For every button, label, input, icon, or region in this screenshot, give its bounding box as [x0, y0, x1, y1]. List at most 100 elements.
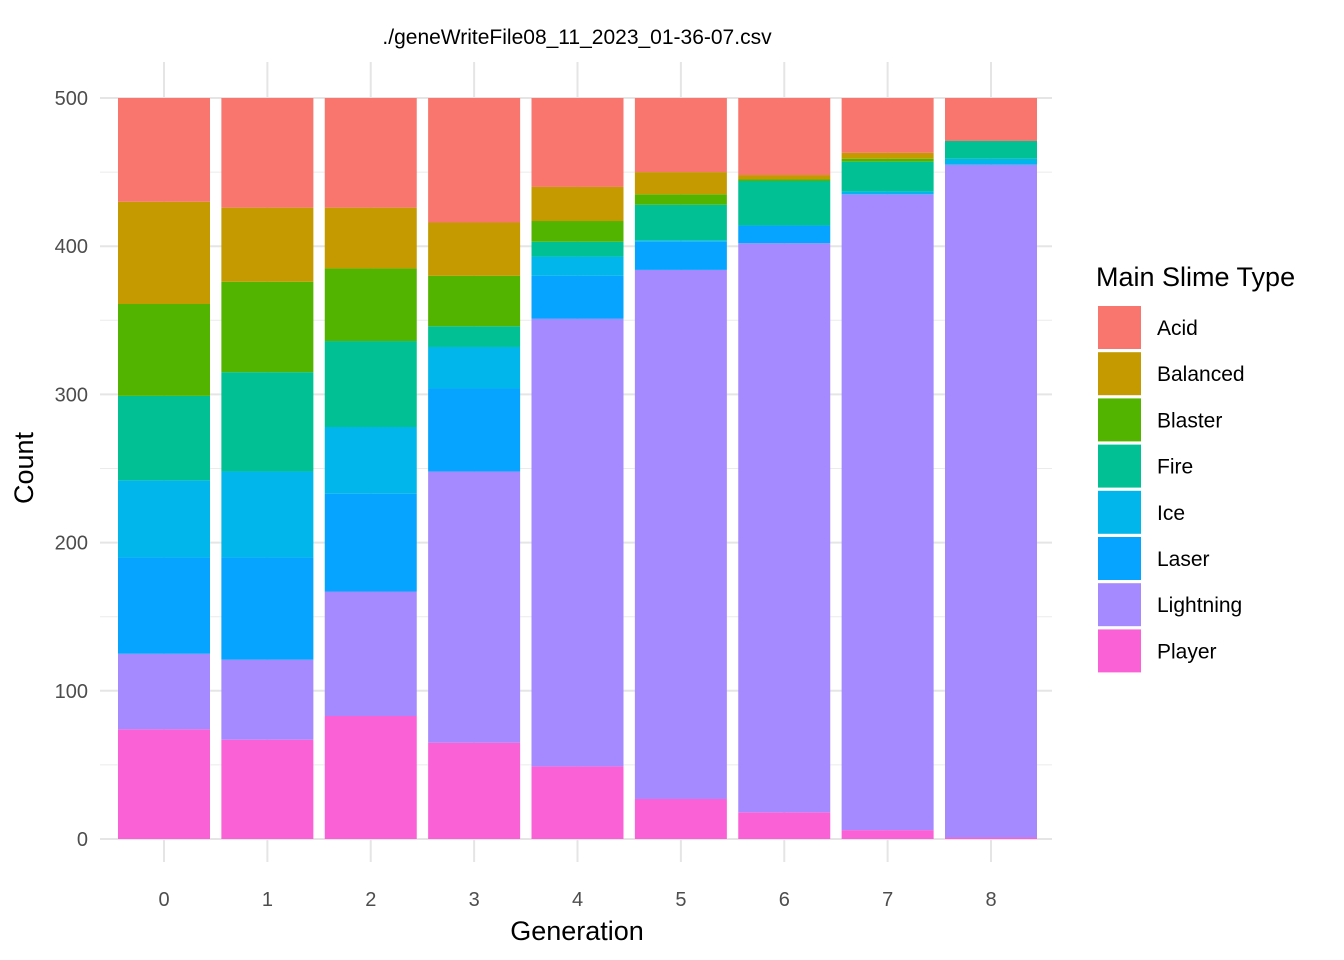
bar-lightning-gen-7 — [841, 194, 934, 831]
bar-blaster-gen-7 — [841, 158, 934, 162]
legend: Main Slime Type Acid Balanced Blaster Fire I… — [1096, 262, 1295, 673]
bar-laser-gen-4 — [531, 275, 624, 319]
bar-ice-gen-1 — [221, 471, 314, 558]
legend-items: Acid Balanced Blaster Fire Ice Laser Lightning… — [1098, 306, 1245, 673]
x-tick-label: 8 — [985, 889, 996, 911]
legend-label-fire: Fire — [1157, 456, 1193, 479]
bar-acid-gen-8 — [945, 98, 1037, 141]
bar-acid-gen-3 — [428, 98, 521, 223]
legend-label-lightning: Lightning — [1157, 594, 1242, 617]
bar-lightning-gen-4 — [531, 318, 624, 767]
legend-label-balanced: Balanced — [1157, 363, 1245, 386]
bar-fire-gen-6 — [738, 180, 831, 226]
bar-player-gen-2 — [324, 715, 417, 839]
y-tick-label: 500 — [55, 88, 88, 110]
bar-blaster-gen-4 — [531, 221, 624, 242]
bar-balanced-gen-5 — [634, 172, 727, 195]
x-axis-title: Generation — [510, 916, 644, 946]
bar-ice-gen-0 — [118, 480, 210, 558]
chart-title: ./geneWriteFile08_11_2023_01-36-07.csv — [382, 26, 772, 49]
legend-key-player — [1098, 629, 1141, 673]
bar-acid-gen-4 — [531, 98, 624, 187]
legend-key-blaster — [1098, 398, 1141, 442]
bar-laser-gen-0 — [118, 557, 210, 654]
bar-balanced-gen-0 — [118, 201, 210, 304]
bar-acid-gen-2 — [324, 98, 417, 208]
ticks-layer: 0 100 200 300 400 500 0 1 2 3 4 5 6 7 8 — [55, 88, 997, 911]
bar-lightning-gen-5 — [634, 269, 727, 799]
bar-ice-gen-5 — [634, 240, 727, 242]
bar-player-gen-7 — [841, 830, 934, 839]
bar-fire-gen-5 — [634, 204, 727, 241]
legend-key-balanced — [1098, 352, 1141, 396]
bar-ice-gen-4 — [531, 256, 624, 276]
legend-key-acid — [1098, 306, 1141, 349]
bar-lightning-gen-8 — [945, 164, 1037, 838]
bar-lightning-gen-6 — [738, 243, 831, 813]
bar-laser-gen-1 — [221, 557, 314, 660]
bar-acid-gen-5 — [634, 98, 727, 173]
y-tick-label: 0 — [77, 829, 88, 851]
x-tick-label: 7 — [882, 889, 893, 911]
bar-ice-gen-3 — [428, 346, 521, 389]
y-axis-title: Count — [9, 431, 39, 504]
y-tick-label: 400 — [55, 236, 88, 258]
bar-laser-gen-2 — [324, 493, 417, 592]
bar-ice-gen-8 — [945, 158, 1037, 165]
bar-laser-gen-6 — [738, 225, 831, 244]
legend-label-laser: Laser — [1157, 548, 1210, 571]
bar-laser-gen-5 — [634, 241, 727, 270]
y-tick-label: 100 — [55, 681, 88, 703]
y-tick-label: 200 — [55, 533, 88, 555]
bar-blaster-gen-5 — [634, 194, 727, 205]
bar-lightning-gen-0 — [118, 653, 210, 730]
legend-label-acid: Acid — [1157, 317, 1198, 340]
bar-blaster-gen-1 — [221, 281, 314, 373]
bar-balanced-gen-2 — [324, 207, 417, 269]
bars-layer — [118, 98, 1037, 839]
bar-lightning-gen-3 — [428, 471, 521, 743]
x-tick-label: 3 — [469, 889, 480, 911]
bar-balanced-gen-1 — [221, 207, 314, 282]
bar-fire-gen-4 — [531, 241, 624, 257]
bar-blaster-gen-6 — [738, 179, 831, 181]
bar-player-gen-0 — [118, 729, 210, 839]
bar-fire-gen-3 — [428, 326, 521, 347]
bar-ice-gen-2 — [324, 427, 417, 494]
x-tick-label: 2 — [365, 889, 376, 911]
bar-balanced-gen-6 — [738, 175, 831, 180]
bar-ice-gen-7 — [841, 191, 934, 195]
legend-label-blaster: Blaster — [1157, 409, 1222, 432]
y-tick-label: 300 — [55, 384, 88, 406]
legend-key-lightning — [1098, 583, 1141, 627]
bar-fire-gen-2 — [324, 341, 417, 428]
legend-label-player: Player — [1157, 640, 1217, 663]
bar-laser-gen-3 — [428, 388, 521, 472]
bar-blaster-gen-2 — [324, 268, 417, 342]
legend-title: Main Slime Type — [1096, 262, 1295, 292]
bar-blaster-gen-3 — [428, 275, 521, 327]
bar-blaster-gen-0 — [118, 303, 210, 396]
x-tick-label: 6 — [779, 889, 790, 911]
bar-balanced-gen-3 — [428, 222, 521, 276]
x-tick-label: 0 — [158, 889, 169, 911]
x-tick-label: 5 — [675, 889, 686, 911]
bar-balanced-gen-7 — [841, 152, 934, 159]
bar-lightning-gen-2 — [324, 591, 417, 716]
bar-lightning-gen-1 — [221, 659, 314, 740]
bar-acid-gen-1 — [221, 98, 314, 208]
bar-balanced-gen-4 — [531, 186, 624, 222]
legend-key-ice — [1098, 490, 1141, 534]
bar-fire-gen-1 — [221, 372, 314, 472]
bar-player-gen-5 — [634, 798, 727, 839]
x-tick-label: 1 — [262, 889, 273, 911]
legend-label-ice: Ice — [1157, 502, 1185, 525]
bar-acid-gen-6 — [738, 98, 831, 176]
legend-key-laser — [1098, 537, 1141, 580]
bar-player-gen-3 — [428, 742, 521, 839]
x-tick-label: 4 — [572, 889, 583, 911]
legend-key-fire — [1098, 444, 1141, 488]
bar-fire-gen-7 — [841, 161, 934, 192]
bar-player-gen-1 — [221, 739, 314, 839]
